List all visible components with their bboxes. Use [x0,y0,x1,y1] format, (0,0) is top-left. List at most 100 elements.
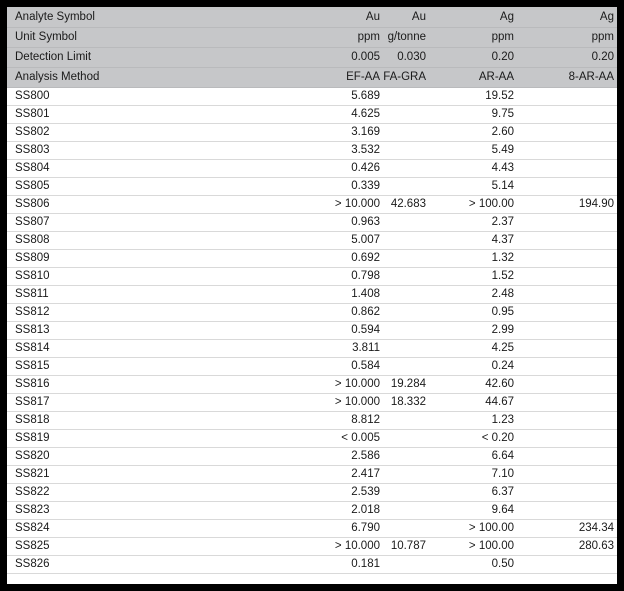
result-value [383,555,429,574]
table-row: SS817 > 10.000 18.332 44.67 [7,393,617,412]
sample-id: SS822 [7,483,243,502]
result-value: 5.007 [243,231,383,250]
result-value: 4.625 [243,105,383,124]
result-value: 5.689 [243,87,383,106]
sample-id: SS812 [7,303,243,322]
result-value: 44.67 [429,393,517,412]
result-value [383,465,429,484]
result-value [383,429,429,448]
sample-id: SS804 [7,159,243,178]
sample-id: SS821 [7,465,243,484]
result-value [517,321,617,340]
table-header: Analyte Symbol Au Au Ag Ag Unit Symbol ppm g/to… [7,7,617,88]
result-value: 1.23 [429,411,517,430]
table-row: SS802 3.169 2.60 [7,123,617,142]
result-value [517,501,617,520]
result-value: < 0.20 [429,429,517,448]
result-value [383,303,429,322]
header-value: 0.20 [429,47,517,68]
result-value: 42.683 [383,195,429,214]
header-label: Detection Limit [7,47,243,68]
result-value [517,231,617,250]
result-value: 7.10 [429,465,517,484]
result-value: 2.539 [243,483,383,502]
result-value: 0.339 [243,177,383,196]
result-value [383,411,429,430]
header-label: Unit Symbol [7,27,243,48]
header-value: 0.20 [517,47,617,68]
result-value: 234.34 [517,519,617,538]
assay-results-table: Analyte Symbol Au Au Ag Ag Unit Symbol ppm g/to… [7,7,617,574]
result-value: 19.284 [383,375,429,394]
result-value: 5.14 [429,177,517,196]
result-value [383,213,429,232]
result-value [383,123,429,142]
header-row: Analyte Symbol Au Au Ag Ag [7,7,617,28]
result-value [383,321,429,340]
sample-id: SS819 [7,429,243,448]
result-value: 0.692 [243,249,383,268]
result-value: 2.37 [429,213,517,232]
result-value: 8.812 [243,411,383,430]
header-value: 8-AR-AA [517,67,617,88]
result-value [517,177,617,196]
result-value [517,285,617,304]
sample-id: SS808 [7,231,243,250]
sample-id: SS800 [7,87,243,106]
result-value [383,87,429,106]
result-value [517,375,617,394]
table-body: SS800 5.689 19.52 SS801 4.625 9.75 SS802 3.169 2… [7,87,617,574]
result-value: 4.43 [429,159,517,178]
result-value: 0.798 [243,267,383,286]
result-value: 2.586 [243,447,383,466]
header-value: AR-AA [429,67,517,88]
header-value: Ag [429,7,517,28]
table-row: SS809 0.692 1.32 [7,249,617,268]
result-value: 10.787 [383,537,429,556]
result-value: 0.24 [429,357,517,376]
sample-id: SS815 [7,357,243,376]
result-value: 6.37 [429,483,517,502]
result-value: 280.63 [517,537,617,556]
result-value: 1.408 [243,285,383,304]
result-value: 2.48 [429,285,517,304]
sample-id: SS826 [7,555,243,574]
table-row: SS820 2.586 6.64 [7,447,617,466]
result-value: 19.52 [429,87,517,106]
result-value [517,411,617,430]
sample-id: SS807 [7,213,243,232]
result-value [383,177,429,196]
result-value: 4.25 [429,339,517,358]
table-row: SS806 > 10.000 42.683 > 100.00 194.90 [7,195,617,214]
result-value: 6.64 [429,447,517,466]
result-value: > 100.00 [429,519,517,538]
table-row: SS800 5.689 19.52 [7,87,617,106]
header-label: Analysis Method [7,67,243,88]
table-row: SS804 0.426 4.43 [7,159,617,178]
result-value: 5.49 [429,141,517,160]
result-value [517,105,617,124]
result-value [517,447,617,466]
result-value: 0.50 [429,555,517,574]
table-row: SS805 0.339 5.14 [7,177,617,196]
header-value: 0.030 [383,47,429,68]
result-value: 2.60 [429,123,517,142]
result-value [383,501,429,520]
header-value: FA-GRA [383,67,429,88]
table-row: SS803 3.532 5.49 [7,141,617,160]
result-value: 9.75 [429,105,517,124]
header-row: Detection Limit 0.005 0.030 0.20 0.20 [7,47,617,68]
table-row: SS812 0.862 0.95 [7,303,617,322]
result-value [517,141,617,160]
table-row: SS824 6.790 > 100.00 234.34 [7,519,617,538]
sample-id: SS809 [7,249,243,268]
result-value: 0.426 [243,159,383,178]
sample-id: SS811 [7,285,243,304]
result-value [383,339,429,358]
result-value [517,465,617,484]
result-value: 0.963 [243,213,383,232]
sample-id: SS825 [7,537,243,556]
header-value: 0.005 [243,47,383,68]
table-row: SS815 0.584 0.24 [7,357,617,376]
